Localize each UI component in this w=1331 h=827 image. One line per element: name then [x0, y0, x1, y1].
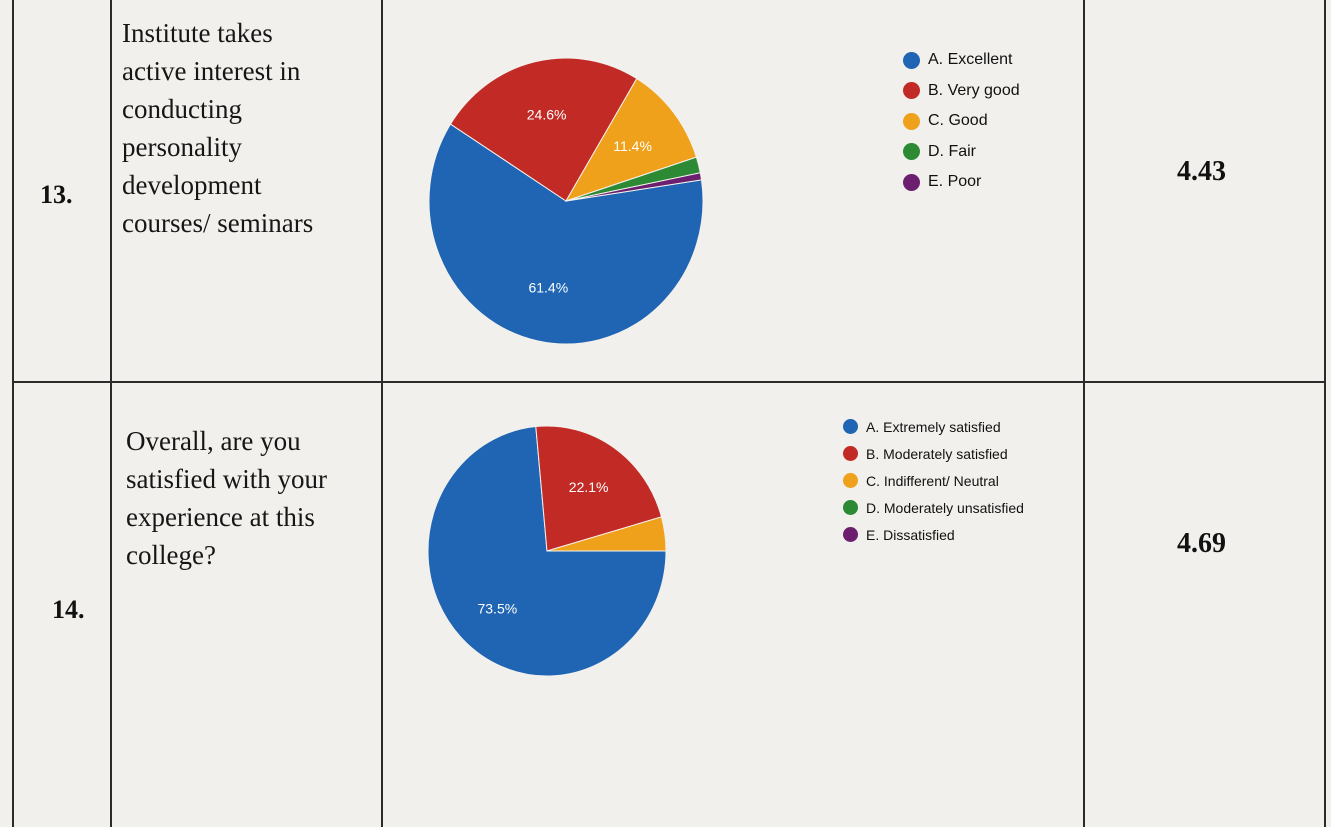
pie-slice-2: [535, 425, 663, 552]
legend-swatch: [843, 500, 858, 515]
table-border-right: [1324, 0, 1326, 827]
score-value: 4.43: [1177, 156, 1226, 187]
legend-item: A. Excellent: [903, 45, 1020, 76]
legend-swatch: [843, 419, 858, 434]
pie-chart-personality: 61.4% 24.6% 11.4%: [428, 57, 704, 345]
question-text: Overall, are you satisfied with your exp…: [126, 422, 327, 574]
legend-label: B. Moderately satisfied: [866, 445, 1008, 462]
legend-item: A. Extremely satisfied: [843, 413, 1024, 440]
chart-legend: A. Extremely satisfied B. Moderately sat…: [843, 413, 1024, 548]
legend-label: E. Dissatisfied: [866, 526, 955, 543]
legend-item: B. Moderately satisfied: [843, 440, 1024, 467]
legend-item: E. Dissatisfied: [843, 521, 1024, 548]
question-line: Institute takes: [122, 18, 273, 48]
question-line: conducting: [122, 94, 242, 124]
pie-slice-2: [449, 57, 638, 202]
table-border-left: [12, 0, 14, 827]
legend-label: C. Indifferent/ Neutral: [866, 472, 999, 489]
legend-swatch: [903, 173, 920, 191]
pie-data-label: 11.4%: [613, 138, 652, 154]
row-number: 14.: [52, 595, 85, 624]
legend-swatch: [843, 446, 858, 461]
pie-data-label: 22.1%: [569, 479, 609, 495]
column-divider-question: [381, 0, 383, 827]
column-divider-number: [110, 0, 112, 827]
legend-swatch: [843, 527, 858, 542]
legend-item: D. Fair: [903, 137, 1020, 168]
legend-swatch: [843, 473, 858, 488]
legend-label: A. Excellent: [928, 51, 1013, 69]
pie-slice-1: [428, 123, 704, 345]
question-line: personality: [122, 132, 242, 162]
pie-data-label: 61.4%: [528, 280, 568, 296]
score-value: 4.69: [1177, 528, 1226, 559]
legend-swatch: [903, 82, 920, 100]
legend-label: D. Moderately unsatisfied: [866, 499, 1024, 516]
row-number: 13.: [40, 180, 73, 209]
legend-swatch: [903, 143, 920, 161]
legend-item: E. Poor: [903, 167, 1020, 198]
pie-data-label: 24.6%: [527, 107, 567, 123]
question-line: experience at this: [126, 502, 315, 532]
legend-label: C. Good: [928, 112, 988, 130]
legend-swatch: [903, 112, 920, 130]
question-line: active interest in: [122, 56, 301, 86]
question-text: Institute takes active interest in condu…: [122, 14, 313, 242]
pie-slice-5: [565, 172, 703, 202]
legend-label: B. Very good: [928, 81, 1020, 99]
legend-label: E. Poor: [928, 173, 982, 191]
chart-legend: A. Excellent B. Very good C. Good D. Fai…: [903, 45, 1020, 198]
question-line: satisfied with your: [126, 464, 327, 494]
pie-slice-3: [546, 516, 667, 552]
pie-data-label: 73.5%: [477, 600, 517, 616]
row-divider: [12, 381, 1326, 383]
pie-slice-3: [564, 77, 698, 202]
legend-label: A. Extremely satisfied: [866, 418, 1001, 435]
legend-item: C. Good: [903, 106, 1020, 137]
legend-item: C. Indifferent/ Neutral: [843, 467, 1024, 494]
question-line: college?: [126, 540, 216, 570]
legend-swatch: [903, 51, 920, 69]
question-line: development: [122, 170, 262, 200]
column-divider-chart: [1083, 0, 1085, 827]
question-line: Overall, are you: [126, 426, 301, 456]
legend-label: D. Fair: [928, 142, 976, 160]
pie-chart-satisfaction: 73.5% 22.1%: [427, 425, 667, 677]
legend-item: D. Moderately unsatisfied: [843, 494, 1024, 521]
legend-item: B. Very good: [903, 76, 1020, 107]
question-line: courses/ seminars: [122, 208, 314, 238]
